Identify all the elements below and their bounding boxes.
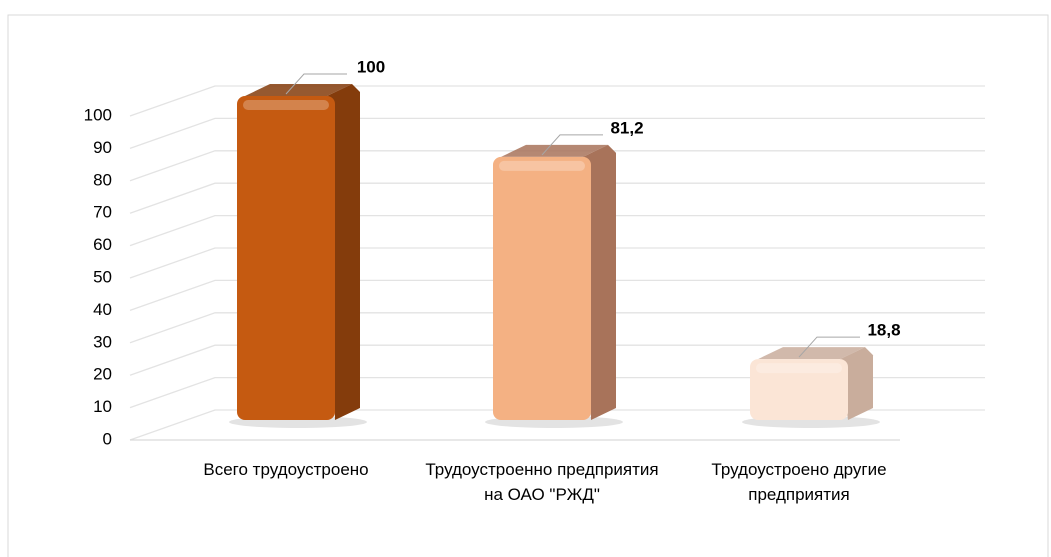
grid-line (129, 279, 985, 312)
grid-line (129, 409, 985, 441)
bar-highlight (756, 363, 842, 374)
y-tick-label: 20 (93, 365, 112, 384)
grid-line (129, 247, 985, 279)
bar-top (501, 144, 608, 157)
bar-highlight (499, 160, 585, 171)
bar-side (327, 84, 360, 420)
bar-side (583, 144, 616, 421)
bar-highlight (243, 100, 329, 110)
y-tick-label: 0 (103, 429, 112, 448)
x-tick-label: Всего трудоустроено (203, 460, 369, 479)
grid-line (129, 150, 985, 182)
bar-top (245, 84, 352, 96)
grid-line (129, 117, 985, 150)
grid-line (129, 344, 985, 376)
y-tick-label: 70 (93, 203, 112, 222)
y-tick-label: 10 (93, 397, 112, 416)
data-label: 100 (357, 57, 385, 76)
grid-line (129, 376, 985, 409)
grid-line (129, 182, 985, 214)
y-tick-label: 90 (93, 138, 112, 157)
grid-line (129, 214, 985, 247)
bar-side (840, 347, 873, 420)
bar (750, 359, 848, 420)
y-tick-label: 50 (93, 267, 112, 286)
leader-line (798, 336, 860, 358)
x-tick-label: Трудоустроено другие предприятия (711, 460, 887, 504)
y-tick-label: 60 (93, 235, 112, 254)
data-label: 81,2 (610, 118, 643, 137)
data-label: 18,8 (867, 321, 900, 340)
grid-line (129, 85, 985, 117)
bar-top (758, 347, 865, 360)
grid-line (129, 312, 985, 344)
bar (493, 156, 591, 421)
y-tick-label: 30 (93, 332, 112, 351)
y-tick-label: 80 (93, 170, 112, 189)
x-tick-label: Трудоустроенно предприятия на ОАО "РЖД" (425, 460, 659, 504)
leader-line (285, 73, 347, 95)
y-tick-label: 100 (84, 105, 112, 124)
leader-line (541, 134, 603, 156)
bar (237, 96, 335, 420)
y-tick-label: 40 (93, 300, 112, 319)
